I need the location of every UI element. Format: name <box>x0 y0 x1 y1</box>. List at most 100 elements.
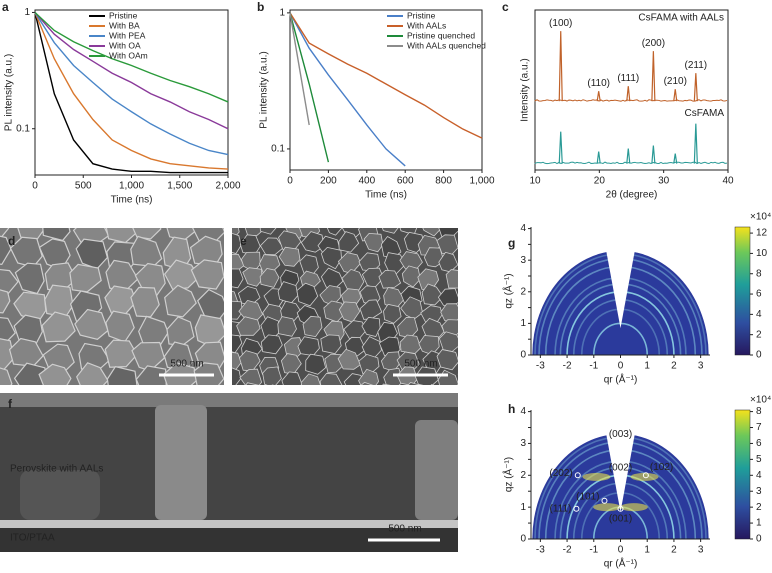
y-tick-label: 2 <box>520 286 526 297</box>
data-line <box>34 12 229 170</box>
colorbar-tick-label: 6 <box>756 289 762 300</box>
x-tick-label: -3 <box>536 545 545 556</box>
y-tick-label: 3 <box>520 438 526 449</box>
x-tick-label: 200 <box>320 176 337 187</box>
y-tick-label: 3 <box>520 255 526 266</box>
y-tick-label: 4 <box>520 406 526 417</box>
data-line <box>34 12 229 156</box>
colorbar-label: ×10⁴ <box>750 395 771 406</box>
x-tick-label: 2 <box>671 361 677 372</box>
grain <box>305 353 327 375</box>
grain <box>260 334 283 355</box>
grain <box>132 228 162 240</box>
y-tick-label: 1 <box>279 8 285 19</box>
grain <box>239 368 263 385</box>
diffraction-peak <box>626 148 631 164</box>
top-surface <box>0 393 458 407</box>
panel-letter: g <box>508 236 515 250</box>
bright-spot <box>582 472 611 481</box>
data-line <box>34 11 229 130</box>
colorbar-tick-label: 10 <box>756 248 768 259</box>
x-tick-label: 0 <box>287 176 293 187</box>
grain <box>190 259 224 290</box>
bright-spot <box>619 503 648 512</box>
grain <box>338 231 360 253</box>
colorbar-label: ×10⁴ <box>750 212 771 223</box>
legend-label: With OAm <box>109 50 148 60</box>
panel-letter: h <box>508 402 515 416</box>
x-tick-label: 600 <box>397 176 414 187</box>
y-tick-label: 4 <box>520 223 526 234</box>
layer-label: ITO/PTAA <box>10 533 55 544</box>
peak-marker <box>642 472 649 479</box>
grain <box>430 384 435 385</box>
grain <box>13 362 48 385</box>
y-tick-label: 1 <box>24 7 30 18</box>
colorbar-tick-label: 6 <box>756 438 762 449</box>
colorbar-tick-label: 5 <box>756 454 762 465</box>
series-label: CsFAMA <box>685 108 725 119</box>
colorbar-tick-label: 12 <box>756 228 768 239</box>
grain <box>106 366 138 385</box>
grain <box>232 268 244 289</box>
grain <box>164 284 197 318</box>
diffraction-peak <box>558 31 563 102</box>
data-line <box>34 12 228 174</box>
peak-label: (003) <box>609 429 632 440</box>
sem-image: Perovskite with AALs ITO/PTAA 500 nm f <box>0 393 458 552</box>
colorbar <box>734 409 751 540</box>
diffraction-peak <box>626 86 631 102</box>
peak-marker <box>617 440 624 447</box>
peak-marker <box>601 497 608 504</box>
legend-label: With PEA <box>109 30 146 40</box>
y-axis-label: PL intensity (a.u.) <box>259 51 270 128</box>
peak-label: (110) <box>587 78 610 89</box>
x-tick-label: 40 <box>722 176 734 187</box>
y-tick-label: 0 <box>520 350 526 361</box>
baseline-trace <box>534 99 728 102</box>
grain <box>277 316 297 337</box>
grain <box>457 373 458 375</box>
grain <box>407 382 421 385</box>
grain <box>130 286 160 318</box>
grain <box>135 365 167 385</box>
grain <box>0 367 13 385</box>
diffraction-peak <box>673 89 678 102</box>
grain <box>460 233 481 252</box>
peak-label: (200) <box>642 38 665 49</box>
data-line <box>289 12 330 163</box>
legend-label: Pristine <box>407 10 436 20</box>
grain <box>383 303 402 324</box>
legend-label: Pristine quenched <box>407 30 475 40</box>
y-axis-label: PL intensity (a.u.) <box>4 54 15 131</box>
x-tick-label: 2 <box>671 545 677 556</box>
grain <box>236 316 261 336</box>
diffraction-peak <box>558 131 563 164</box>
grain <box>302 315 323 338</box>
grain <box>166 228 196 241</box>
grain <box>361 316 381 337</box>
legend-label: Pristine <box>109 10 138 20</box>
peak-label: (002) <box>609 463 632 474</box>
x-tick-label: -2 <box>563 545 572 556</box>
grain <box>41 311 76 343</box>
peak-label: (202) <box>549 468 572 479</box>
peak-marker <box>617 505 624 512</box>
x-tick-label: 20 <box>594 176 606 187</box>
diffraction-peak <box>693 73 698 102</box>
grain <box>320 334 342 355</box>
y-axis-label: qz (Å⁻¹) <box>502 273 515 308</box>
diffraction-peak <box>651 145 656 164</box>
y-tick-label: 0.1 <box>16 123 30 134</box>
grain <box>360 381 374 385</box>
grain <box>457 325 458 326</box>
grain <box>38 363 72 385</box>
grain <box>242 267 263 287</box>
grain <box>281 371 303 385</box>
diffraction-peak <box>651 51 656 102</box>
grain-block <box>20 470 100 520</box>
grain <box>383 367 404 385</box>
x-axis-label: Time (ns) <box>365 190 407 201</box>
grain <box>42 228 71 242</box>
